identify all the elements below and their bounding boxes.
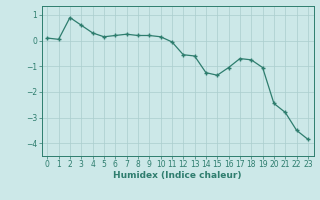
X-axis label: Humidex (Indice chaleur): Humidex (Indice chaleur) bbox=[113, 171, 242, 180]
